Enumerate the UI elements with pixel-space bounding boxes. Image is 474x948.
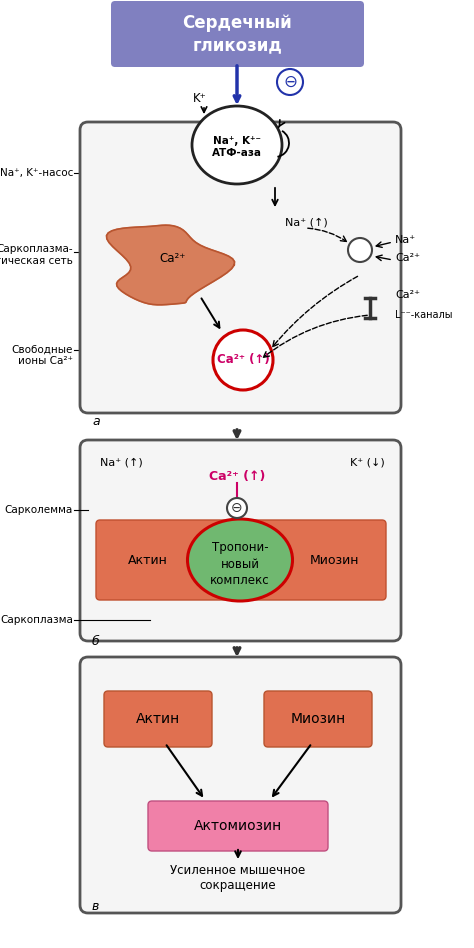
FancyBboxPatch shape <box>148 801 328 851</box>
FancyBboxPatch shape <box>80 440 401 641</box>
Text: K⁺ (↓): K⁺ (↓) <box>350 457 385 467</box>
Text: Усиленное мышечное
сокращение: Усиленное мышечное сокращение <box>170 864 306 892</box>
Text: Миозин: Миозин <box>310 554 360 567</box>
Text: Свободные
ионы Ca²⁺: Свободные ионы Ca²⁺ <box>12 344 73 366</box>
FancyBboxPatch shape <box>111 1 364 67</box>
Text: Na⁺ (↑): Na⁺ (↑) <box>100 457 143 467</box>
Text: Ca²⁺: Ca²⁺ <box>395 253 420 263</box>
Text: Актин: Актин <box>136 712 180 726</box>
Ellipse shape <box>192 106 282 184</box>
Text: L⁻⁻-каналы: L⁻⁻-каналы <box>395 310 453 320</box>
Text: Сердечный
гликозид: Сердечный гликозид <box>182 14 292 54</box>
FancyBboxPatch shape <box>80 122 401 413</box>
Circle shape <box>213 330 273 390</box>
Text: Саркоплазма: Саркоплазма <box>0 615 73 625</box>
Circle shape <box>348 238 372 262</box>
Text: Тропони-
новый
комплекс: Тропони- новый комплекс <box>210 541 270 587</box>
Text: Na⁺, K⁺-насос: Na⁺, K⁺-насос <box>0 168 73 178</box>
Text: Na⁺ (↑): Na⁺ (↑) <box>285 217 328 227</box>
Text: Саркоплазма-
тическая сеть: Саркоплазма- тическая сеть <box>0 245 73 265</box>
Text: Na⁺, K⁺⁻
АТФ-аза: Na⁺, K⁺⁻ АТФ-аза <box>212 136 262 158</box>
Text: Актомиозин: Актомиозин <box>194 819 282 833</box>
Text: Na⁺: Na⁺ <box>395 235 416 245</box>
Text: Ca²⁺ (↑): Ca²⁺ (↑) <box>209 469 265 483</box>
Ellipse shape <box>188 519 292 601</box>
Text: Ca²⁺: Ca²⁺ <box>160 251 186 264</box>
Text: б: б <box>92 635 100 648</box>
Circle shape <box>227 498 247 518</box>
FancyBboxPatch shape <box>96 520 386 600</box>
Text: ⊖: ⊖ <box>283 73 297 91</box>
FancyBboxPatch shape <box>104 691 212 747</box>
Circle shape <box>277 69 303 95</box>
Text: Актин: Актин <box>128 554 168 567</box>
Text: ⊖: ⊖ <box>231 501 243 515</box>
Text: а: а <box>92 415 100 428</box>
Polygon shape <box>107 226 235 305</box>
FancyBboxPatch shape <box>264 691 372 747</box>
Text: Ca²⁺ (↑): Ca²⁺ (↑) <box>217 354 269 367</box>
Text: Ca²⁺: Ca²⁺ <box>395 290 420 300</box>
Text: в: в <box>92 900 100 913</box>
Text: Сарколемма: Сарколемма <box>5 505 73 515</box>
Text: K⁺: K⁺ <box>193 92 207 104</box>
FancyBboxPatch shape <box>80 657 401 913</box>
Text: Миозин: Миозин <box>291 712 346 726</box>
